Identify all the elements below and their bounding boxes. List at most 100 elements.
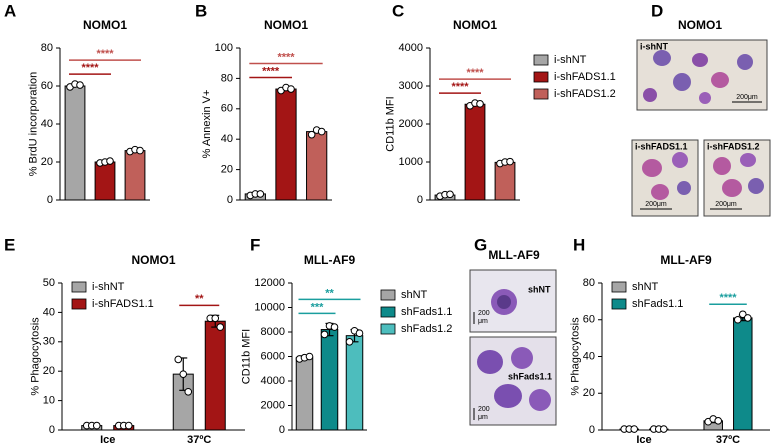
legend-swatch — [611, 281, 627, 293]
data-point — [305, 352, 314, 361]
scale-bar-label: μm — [478, 318, 488, 325]
y-tick-label: 0 — [227, 194, 233, 206]
scale-bar-label: 200μm — [736, 94, 758, 101]
data-point — [216, 323, 225, 331]
panel-title: NOMO1 — [678, 18, 722, 32]
y-tick-label: 30 — [43, 336, 55, 348]
panel-letter: F — [250, 235, 260, 254]
x-tick-label: Ice — [636, 434, 651, 444]
scale-bar-label: 200 — [478, 406, 490, 413]
panel-title: MLL-AF9 — [488, 248, 540, 262]
micrograph: i-shFADS1.1 200μm — [631, 139, 699, 217]
y-tick-label: 20 — [41, 156, 53, 168]
micrograph: i-shNT 200μm — [636, 39, 768, 111]
panel-letter: A — [4, 1, 16, 20]
panel-letter: H — [573, 235, 585, 254]
data-point — [446, 190, 454, 199]
scale-bar-label: 200 — [478, 310, 490, 317]
y-axis-label: % Phagocytosis — [29, 317, 41, 396]
significance-label: **** — [277, 51, 295, 63]
y-axis-label: CD11b MFI — [240, 329, 252, 384]
panel-title: MLL-AF9 — [660, 253, 712, 267]
image-label: i-shFADS1.1 — [635, 141, 688, 151]
legend-swatch — [71, 298, 87, 310]
legend-swatch — [611, 298, 627, 310]
legend-swatch — [533, 54, 549, 66]
panel-title: NOMO1 — [453, 18, 497, 32]
legend-label: shNT — [401, 289, 428, 301]
bar — [733, 317, 753, 431]
significance-label: ** — [325, 287, 334, 299]
scale-bar-label: 200μm — [645, 201, 667, 208]
data-point — [345, 338, 354, 346]
legend-swatch — [533, 71, 549, 83]
data-point — [76, 81, 84, 89]
data-point — [476, 100, 484, 108]
significance-label: **** — [262, 65, 280, 77]
image-label: shFads1.1 — [508, 371, 552, 381]
y-tick-label: 20 — [221, 164, 233, 176]
bar — [295, 357, 314, 431]
scale-bar-label: 200μm — [715, 201, 737, 208]
y-axis-label: % Annexin V+ — [201, 90, 213, 159]
y-tick-label: 50 — [43, 277, 55, 289]
data-point — [287, 85, 295, 93]
legend-label: i-shFADS1.2 — [554, 88, 616, 100]
y-tick-label: 0 — [279, 424, 285, 436]
y-tick-label: 4000 — [261, 375, 285, 387]
significance-label: **** — [466, 67, 484, 79]
y-tick-label: 1000 — [399, 156, 423, 168]
image-label: shNT — [528, 284, 551, 294]
data-point — [256, 190, 265, 198]
data-point — [738, 310, 747, 319]
y-tick-label: 2000 — [399, 118, 423, 130]
y-tick-label: 6000 — [261, 350, 285, 362]
legend-label: shFads1.2 — [401, 323, 452, 335]
data-point — [320, 330, 329, 339]
legend-label: shNT — [632, 281, 659, 293]
bar — [94, 161, 116, 201]
y-tick-label: 60 — [41, 80, 53, 92]
panel-title: NOMO1 — [131, 253, 175, 267]
y-tick-label: 8000 — [261, 326, 285, 338]
y-tick-label: 4000 — [399, 42, 423, 54]
legend-swatch — [71, 281, 87, 293]
data-point — [211, 314, 220, 323]
legend-label: i-shNT — [92, 281, 125, 293]
y-tick-label: 80 — [41, 42, 53, 54]
y-tick-label: 0 — [49, 424, 55, 436]
legend-swatch — [380, 323, 396, 335]
panel-title: MLL-AF9 — [304, 253, 356, 267]
data-point — [733, 315, 742, 324]
x-tick-label: 37ºC — [716, 434, 740, 444]
panel-title: NOMO1 — [83, 18, 127, 32]
legend-swatch — [380, 289, 396, 301]
panel-letter: E — [4, 235, 15, 254]
y-tick-label: 40 — [41, 118, 53, 130]
data-point — [179, 370, 188, 378]
y-tick-label: 10000 — [254, 301, 285, 313]
data-point — [106, 157, 114, 165]
y-tick-label: 60 — [221, 103, 233, 115]
y-tick-label: 2000 — [261, 399, 285, 411]
data-point — [174, 355, 183, 364]
panel-letter: B — [195, 1, 207, 20]
significance-label: **** — [451, 81, 469, 93]
y-axis-label: CD11b MFI — [385, 96, 397, 151]
y-tick-label: 40 — [583, 350, 595, 362]
panel-letter: D — [651, 1, 663, 20]
data-point — [506, 157, 514, 166]
bar — [306, 131, 328, 201]
y-tick-label: 100 — [215, 42, 233, 54]
data-point — [659, 425, 668, 433]
legend-swatch — [533, 88, 549, 100]
bar — [124, 150, 146, 201]
legend-swatch — [380, 306, 396, 318]
image-label: i-shFADS1.2 — [707, 141, 760, 151]
bar — [64, 85, 86, 201]
micrograph: i-shFADS1.2 200μm — [703, 139, 771, 217]
y-tick-label: 80 — [221, 72, 233, 84]
data-point — [743, 314, 752, 322]
y-tick-label: 12000 — [254, 277, 285, 289]
